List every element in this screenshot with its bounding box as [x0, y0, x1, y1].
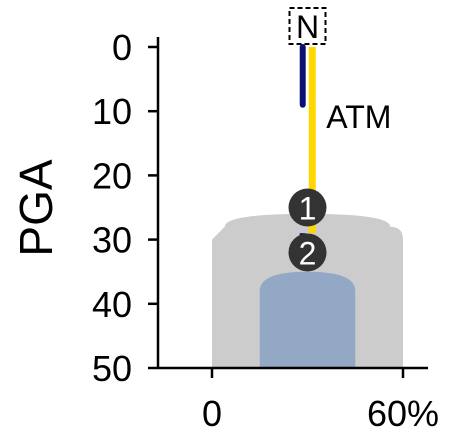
y-tick-label: 10 — [92, 91, 132, 132]
marker-2-label: 2 — [299, 235, 317, 271]
top-marker-box — [288, 7, 327, 45]
distribution-inner-region — [259, 271, 356, 368]
y-tick-label: 30 — [92, 220, 132, 261]
x-tick-label: 0 — [202, 393, 222, 434]
top-marker-label: N — [296, 9, 319, 45]
x-axis-ticks: 0 60% — [202, 368, 439, 434]
marker-1-label: 1 — [299, 191, 317, 227]
marker-1-circle — [288, 188, 327, 227]
y-tick-label: 0 — [112, 27, 132, 68]
y-tick-label: 20 — [92, 155, 132, 196]
x-tick-label: 60% — [367, 393, 439, 434]
y-axis-ticks: 0 10 20 30 40 50 — [92, 27, 158, 389]
marker-2-circle — [288, 233, 327, 272]
y-axis-label: PGA — [10, 159, 62, 256]
marker-2: 2 — [288, 233, 327, 272]
y-tick-label: 50 — [92, 348, 132, 389]
atm-annotation: ATM — [326, 99, 391, 135]
y-tick-label: 40 — [92, 284, 132, 325]
marker-1: 1 — [288, 188, 327, 227]
